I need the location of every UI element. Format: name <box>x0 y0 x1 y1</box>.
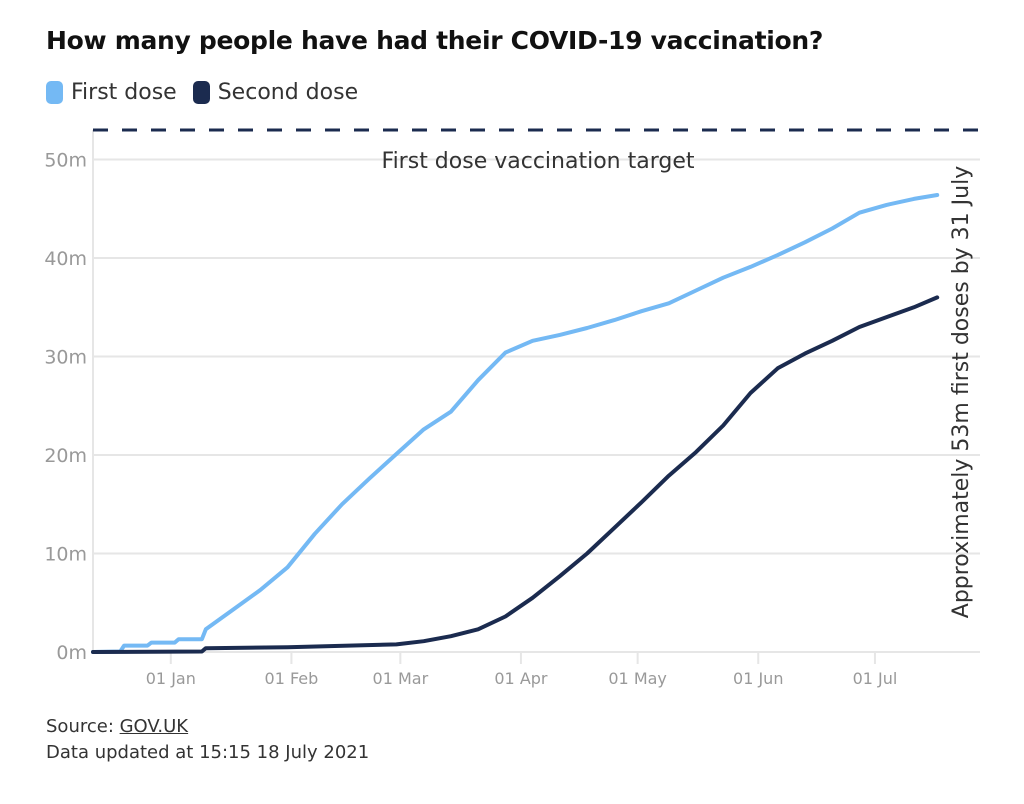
legend-item-first-dose: First dose <box>46 80 177 105</box>
legend-item-second-dose: Second dose <box>192 80 359 105</box>
x-tick-label: 01 Jan <box>146 669 196 688</box>
footer: Source: GOV.UK Data updated at 15:15 18 … <box>46 714 369 766</box>
y-tick-label: 50m <box>44 150 87 172</box>
y-tick-label: 10m <box>44 544 87 566</box>
target-label: First dose vaccination target <box>382 149 695 174</box>
legend-label: First dose <box>71 80 177 105</box>
x-tick-label: 01 Mar <box>373 669 429 688</box>
target-side-label: Approximately 53m first doses by 31 July <box>949 166 974 618</box>
x-tick-label: 01 Jun <box>733 669 783 688</box>
legend-swatch-first-dose <box>46 81 63 104</box>
x-tick-label: 01 Apr <box>494 669 548 688</box>
x-tick-label: 01 Feb <box>265 669 319 688</box>
legend-label: Second dose <box>217 80 359 105</box>
legend-swatch-second-dose <box>192 81 210 104</box>
series-line-second-dose <box>91 295 940 654</box>
source-link[interactable]: GOV.UK <box>119 716 189 737</box>
y-tick-label: 30m <box>44 347 87 369</box>
chart-title: How many people have had their COVID-19 … <box>46 26 824 55</box>
legend: First dose Second dose <box>46 80 358 105</box>
x-tick-label: 01 Jul <box>853 669 898 688</box>
updated-text: Data updated at 15:15 18 July 2021 <box>46 742 370 763</box>
x-tick-label: 01 May <box>608 669 667 688</box>
source-label: Source: <box>46 716 120 737</box>
y-tick-label: 40m <box>44 248 87 270</box>
source-line: Source: GOV.UK <box>46 714 369 740</box>
y-tick-label: 20m <box>44 445 87 467</box>
series-line-first-dose <box>91 193 940 654</box>
y-tick-label: 0m <box>56 642 87 664</box>
